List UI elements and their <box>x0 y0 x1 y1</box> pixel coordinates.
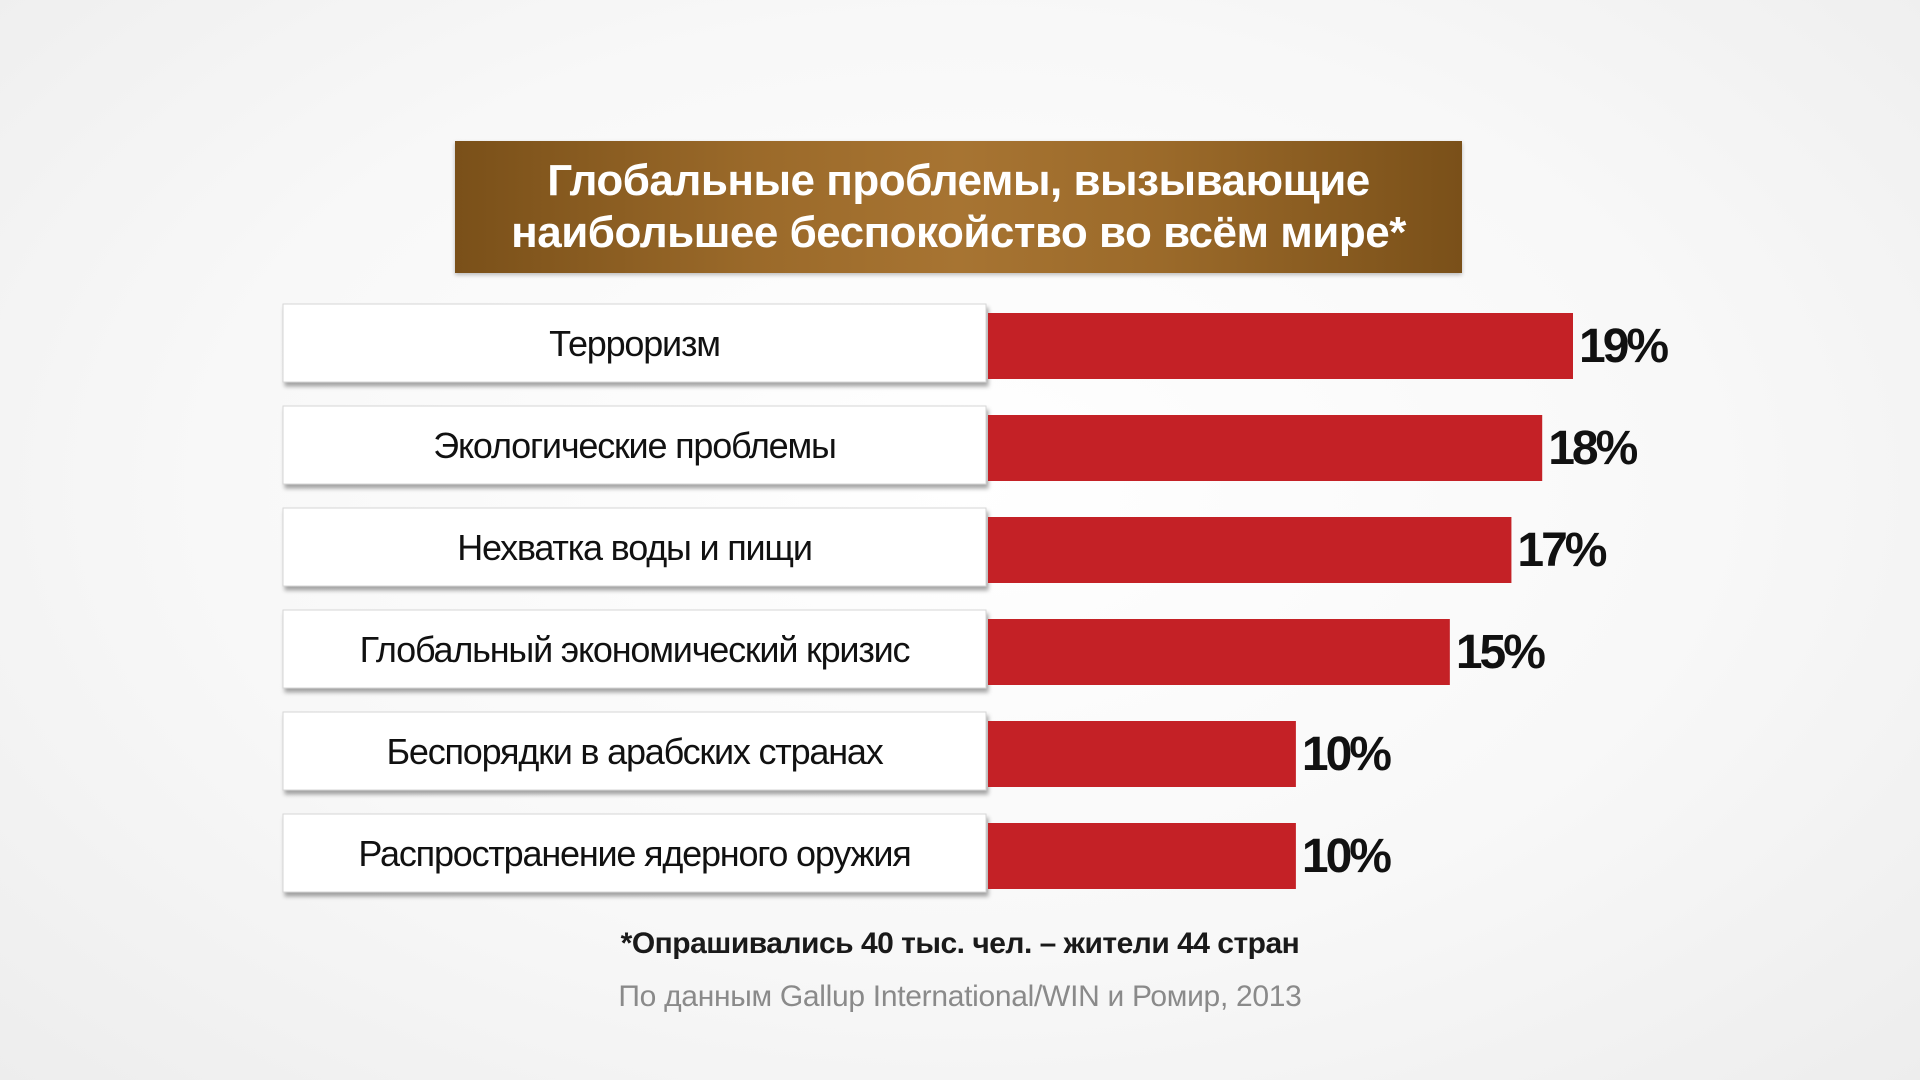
category-label: Беспорядки в арабских странах <box>386 731 883 772</box>
bar <box>988 721 1296 787</box>
chart-rows: Терроризм 19% Экологические проблемы 18% Нех… <box>282 303 1671 893</box>
bar <box>988 823 1296 889</box>
category-label-box <box>282 405 987 485</box>
category-label: Распространение ядерного оружия <box>358 833 910 874</box>
value-label: 10% <box>1302 830 1391 883</box>
category-label-box <box>282 609 987 689</box>
bar <box>988 619 1450 685</box>
value-label: 15% <box>1456 626 1545 679</box>
value-label: 17% <box>1517 524 1606 577</box>
chart-title-line-2: наибольшее беспокойство во всём мире* <box>511 208 1406 257</box>
bar <box>988 313 1573 379</box>
bar <box>988 415 1543 481</box>
footnote: *Опрашивались 40 тыс. чел. – жители 44 с… <box>620 927 1300 960</box>
category-label: Глобальный экономический кризис <box>360 629 911 670</box>
source-note: По данным Gallup International/WIN и Ром… <box>618 980 1302 1013</box>
category-label: Нехватка воды и пищи <box>457 527 812 568</box>
category-label: Экологические проблемы <box>433 425 835 466</box>
category-label-box <box>282 303 987 383</box>
category-label-box <box>282 711 987 791</box>
category-label-box <box>282 507 987 587</box>
category-label-box <box>282 813 987 893</box>
category-label: Терроризм <box>549 323 720 364</box>
value-label: 19% <box>1579 320 1668 373</box>
bar <box>988 517 1512 583</box>
value-label: 18% <box>1548 422 1637 475</box>
value-label: 10% <box>1302 728 1391 781</box>
chart-title-box: Глобальные проблемы, вызывающие наибольш… <box>455 141 1462 273</box>
chart-title-line-1: Глобальные проблемы, вызывающие <box>547 156 1370 205</box>
